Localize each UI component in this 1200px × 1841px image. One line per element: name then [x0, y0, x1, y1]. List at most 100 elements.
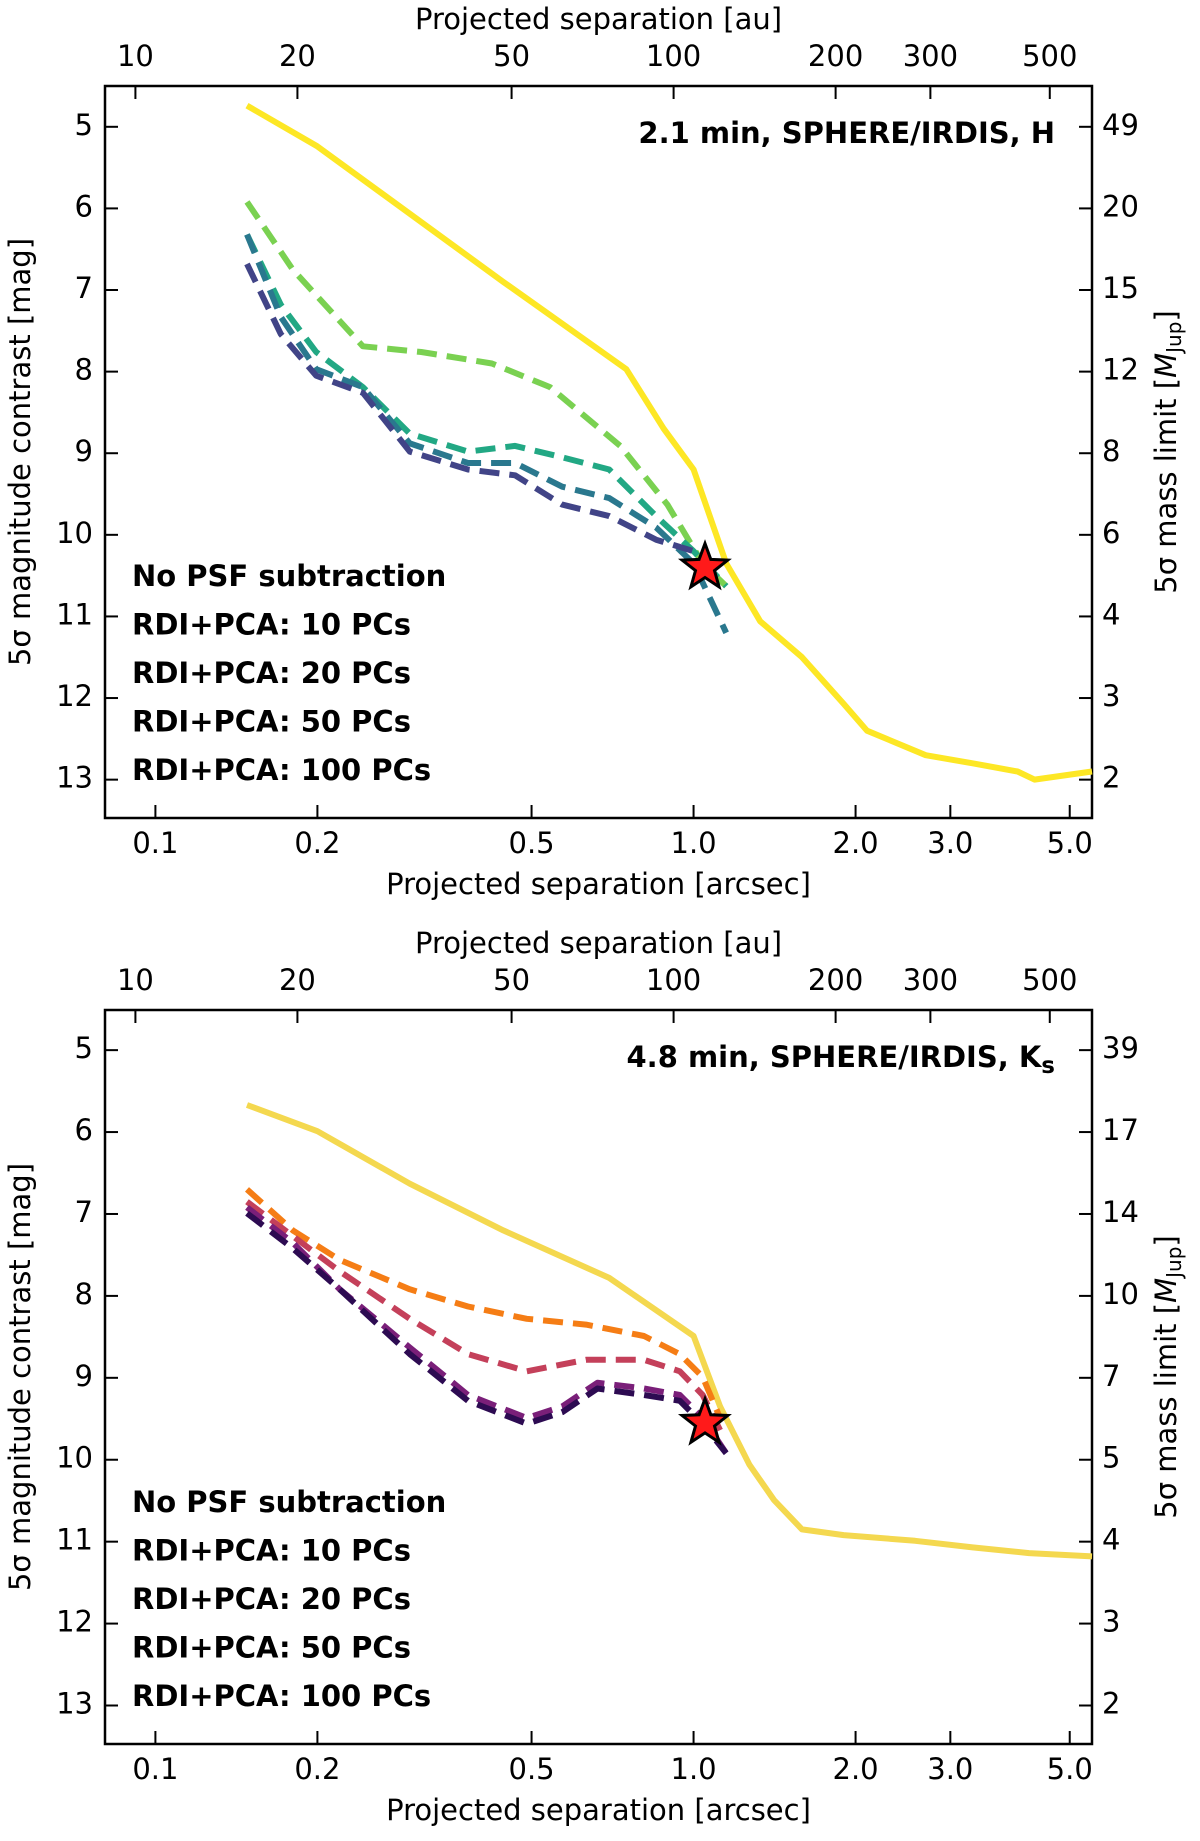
- x-tick-label: 5.0: [1047, 1752, 1093, 1786]
- x-tick-label: 0.2: [294, 1752, 340, 1786]
- y2-tick-label: 2: [1102, 1686, 1120, 1720]
- title-text: 4.8 min, SPHERE/IRDIS, K: [627, 1040, 1043, 1074]
- y2-tick-label: 12: [1102, 353, 1139, 387]
- y2-label-end: ]: [1149, 1235, 1183, 1246]
- x2-tick-label: 20: [279, 963, 316, 997]
- legend-entry: RDI+PCA: 50 PCs: [132, 1631, 411, 1665]
- x2-tick-label: 300: [903, 963, 958, 997]
- data-line: [245, 1102, 1093, 1560]
- y-tick-label: 11: [56, 597, 93, 631]
- y2-tick-label: 4: [1102, 1523, 1120, 1557]
- y-tick-label: 9: [75, 1359, 93, 1393]
- data-line: [245, 103, 1093, 783]
- legend-entry: RDI+PCA: 10 PCs: [132, 608, 411, 642]
- y-axis-label: 5σ magnitude contrast [mag]: [3, 238, 37, 666]
- data-line: [244, 200, 729, 589]
- companion-star: [677, 1394, 732, 1446]
- y2-tick-label: 17: [1102, 1113, 1139, 1147]
- legend-entry: RDI+PCA: 50 PCs: [132, 705, 411, 739]
- y2-tick-label: 5: [1102, 1441, 1120, 1475]
- x-tick-label: 0.2: [294, 826, 340, 860]
- y-tick-label: 6: [75, 189, 93, 223]
- x2-tick-label: 100: [646, 963, 701, 997]
- x-axis-label: Projected separation [arcsec]: [386, 867, 811, 901]
- y-tick-label: 7: [75, 1195, 93, 1229]
- x-tick-label: 1.0: [671, 826, 717, 860]
- data-line: [244, 233, 729, 589]
- legend-entry: No PSF subtraction: [132, 559, 446, 593]
- data-line: [245, 1205, 729, 1455]
- y2-tick-label: 3: [1102, 679, 1120, 713]
- y2-tick-label: 49: [1102, 108, 1139, 142]
- y2-label-end: ]: [1149, 310, 1183, 321]
- x-tick-label: 0.5: [509, 826, 555, 860]
- y-tick-label: 12: [56, 679, 93, 713]
- x2-tick-label: 200: [808, 963, 863, 997]
- data-line: [244, 233, 729, 635]
- legend-entry: RDI+PCA: 100 PCs: [132, 1679, 431, 1713]
- y2-tick-label: 8: [1102, 434, 1120, 468]
- legend-entry: RDI+PCA: 100 PCs: [132, 753, 431, 787]
- panel-title: 2.1 min, SPHERE/IRDIS, H: [638, 116, 1055, 150]
- y2-label-symbol: M: [1149, 1278, 1183, 1303]
- y-tick-label: 11: [56, 1523, 93, 1557]
- y-tick-label: 10: [56, 516, 93, 550]
- x2-tick-label: 20: [279, 39, 316, 73]
- y-axis-label: 5σ magnitude contrast [mag]: [3, 1163, 37, 1591]
- y2-axis-label: 5σ mass limit [MJup]: [1149, 310, 1186, 593]
- x2-tick-label: 10: [117, 963, 154, 997]
- y-tick-label: 8: [75, 353, 93, 387]
- data-line: [244, 1187, 723, 1420]
- y2-label-sub: Jup: [1162, 1247, 1186, 1280]
- companion-star: [677, 539, 732, 591]
- y2-label-symbol: M: [1149, 353, 1183, 378]
- legend-entry: RDI+PCA: 20 PCs: [132, 656, 411, 690]
- x2-tick-label: 100: [646, 39, 701, 73]
- x2-tick-label: 50: [493, 39, 530, 73]
- y2-tick-label: 10: [1102, 1277, 1139, 1311]
- legend-entry: RDI+PCA: 10 PCs: [132, 1534, 411, 1568]
- x-axis-label: Projected separation [arcsec]: [386, 1793, 811, 1827]
- y2-tick-label: 15: [1102, 271, 1139, 305]
- y-tick-label: 5: [75, 108, 93, 142]
- x2-axis-label: Projected separation [au]: [415, 2, 782, 36]
- x2-tick-label: 10: [117, 39, 154, 73]
- x-tick-label: 1.0: [671, 1752, 717, 1786]
- y-tick-label: 13: [56, 1686, 93, 1720]
- legend-entry: RDI+PCA: 20 PCs: [132, 1582, 411, 1616]
- x-tick-label: 0.1: [132, 826, 178, 860]
- title-sub: s: [1041, 1053, 1055, 1079]
- x-tick-label: 0.5: [509, 1752, 555, 1786]
- x2-tick-label: 300: [903, 39, 958, 73]
- x-tick-label: 5.0: [1047, 826, 1093, 860]
- title-text: 2.1 min, SPHERE/IRDIS, H: [638, 116, 1055, 150]
- plot-frame: [103, 84, 1094, 820]
- x-tick-label: 3.0: [927, 826, 973, 860]
- y2-tick-label: 7: [1102, 1359, 1120, 1393]
- x-tick-label: 2.0: [833, 826, 879, 860]
- data-line: [245, 1199, 723, 1432]
- x-tick-label: 3.0: [927, 1752, 973, 1786]
- data-line: [244, 262, 718, 567]
- panel-title: 4.8 min, SPHERE/IRDIS, Ks: [627, 1040, 1056, 1079]
- x2-tick-label: 500: [1022, 963, 1077, 997]
- y2-tick-label: 6: [1102, 516, 1120, 550]
- x-tick-label: 2.0: [833, 1752, 879, 1786]
- y2-tick-label: 14: [1102, 1195, 1139, 1229]
- y2-tick-label: 20: [1102, 189, 1139, 223]
- data-line: [245, 1210, 729, 1456]
- x2-tick-label: 200: [808, 39, 863, 73]
- y2-tick-label: 2: [1102, 761, 1120, 795]
- y2-label-sub: Jup: [1162, 322, 1186, 355]
- y-tick-label: 10: [56, 1441, 93, 1475]
- y-tick-label: 6: [75, 1113, 93, 1147]
- y2-tick-label: 3: [1102, 1605, 1120, 1639]
- x2-axis-label: Projected separation [au]: [415, 926, 782, 960]
- x-tick-label: 0.1: [132, 1752, 178, 1786]
- legend-entry: No PSF subtraction: [132, 1485, 446, 1519]
- y-tick-label: 5: [75, 1031, 93, 1065]
- x2-tick-label: 50: [493, 963, 530, 997]
- y-tick-label: 13: [56, 761, 93, 795]
- y2-axis-label: 5σ mass limit [MJup]: [1149, 1235, 1186, 1518]
